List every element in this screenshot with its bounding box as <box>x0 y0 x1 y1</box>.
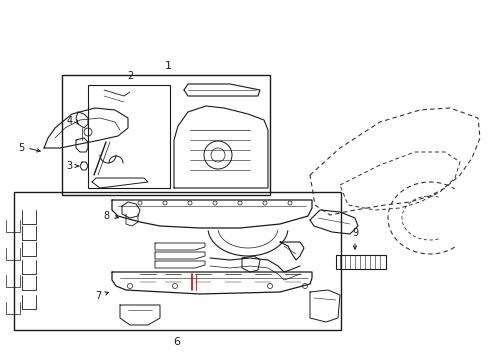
Text: 5: 5 <box>18 143 24 153</box>
Text: 6: 6 <box>173 337 180 347</box>
Text: 2: 2 <box>126 71 133 81</box>
Text: 1: 1 <box>164 61 171 71</box>
Text: 3: 3 <box>66 161 72 171</box>
Text: 9: 9 <box>351 228 357 238</box>
Bar <box>335 255 385 269</box>
Bar <box>62 75 269 195</box>
Text: 7: 7 <box>95 291 101 301</box>
Text: 8: 8 <box>103 211 110 221</box>
Bar <box>14 192 340 330</box>
Bar <box>88 85 170 188</box>
Text: 4: 4 <box>67 116 73 126</box>
